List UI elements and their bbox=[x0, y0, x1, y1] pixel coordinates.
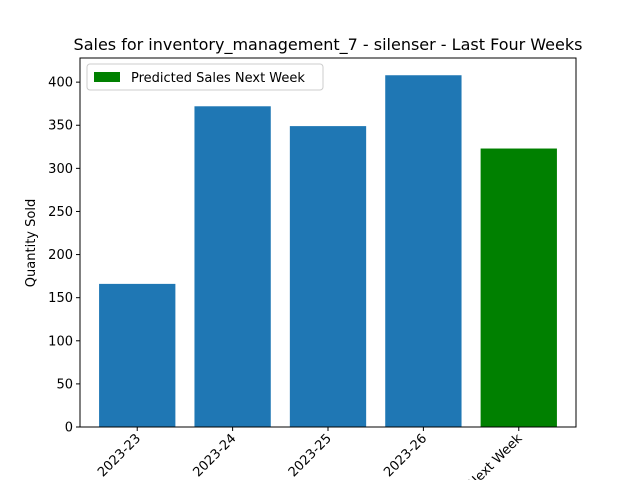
y-axis-label: Quantity Sold bbox=[24, 199, 39, 287]
bar-4 bbox=[385, 75, 462, 428]
legend-swatch bbox=[94, 72, 120, 82]
legend-box bbox=[86, 63, 324, 91]
y-tick-label: 0 bbox=[65, 421, 73, 436]
bar-5 bbox=[480, 148, 557, 427]
y-tick-label: 100 bbox=[48, 334, 73, 349]
y-tick-label: 200 bbox=[48, 248, 73, 263]
y-tick-label: 300 bbox=[48, 162, 73, 177]
y-tick-label: 250 bbox=[48, 205, 73, 220]
y-tick-label: 150 bbox=[48, 291, 73, 306]
chart-title: Sales for inventory_management_7 - silen… bbox=[74, 35, 583, 55]
y-tick-label: 350 bbox=[48, 119, 73, 134]
y-tick-label: 400 bbox=[48, 76, 73, 91]
legend: Predicted Sales Next Week bbox=[86, 63, 324, 91]
bar-1 bbox=[99, 283, 176, 427]
bar-3 bbox=[289, 126, 367, 428]
bar-2 bbox=[194, 106, 271, 428]
y-tick-label: 50 bbox=[56, 377, 73, 392]
legend-label: Predicted Sales Next Week bbox=[131, 71, 305, 86]
